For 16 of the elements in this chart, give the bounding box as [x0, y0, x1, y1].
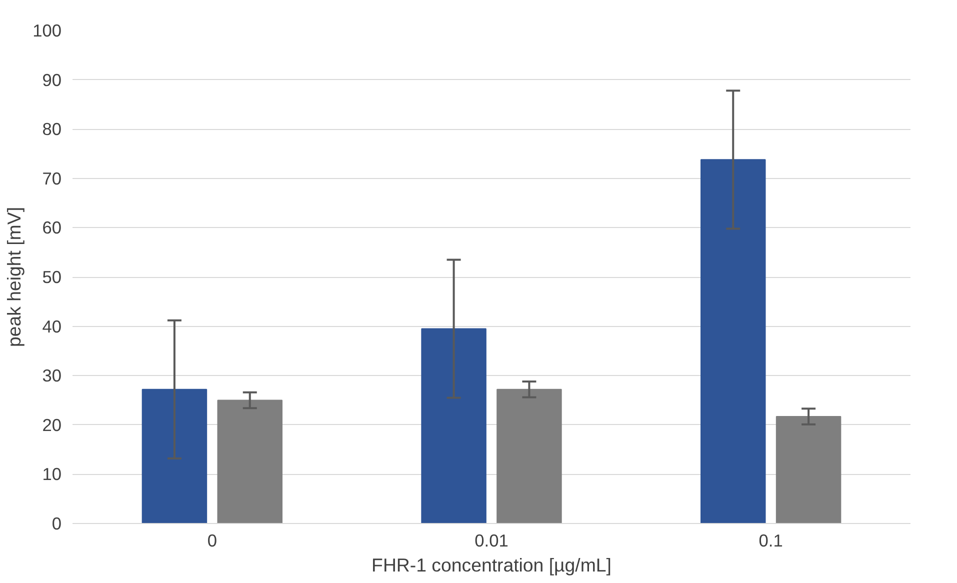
y-tick-label: 50 — [42, 267, 62, 287]
y-tick-label: 10 — [42, 464, 62, 484]
x-axis-title: FHR-1 concentration [µg/mL] — [372, 554, 612, 576]
y-tick-label: 80 — [42, 119, 62, 140]
x-tick-label: 0.1 — [758, 530, 783, 550]
y-tick-label: 0 — [52, 514, 62, 534]
x-tick-label: 0.01 — [474, 530, 508, 550]
y-axis-title: peak height [mV] — [4, 206, 25, 347]
y-tick-label: 90 — [42, 70, 62, 90]
y-tick-label: 70 — [42, 168, 62, 188]
y-tick-label: 40 — [42, 316, 62, 336]
y-tick-label: 20 — [42, 414, 62, 435]
y-tick-label: 60 — [42, 218, 62, 238]
y-tick-label: 100 — [32, 20, 62, 40]
y-tick-label: 30 — [42, 366, 62, 386]
x-tick-label: 0 — [207, 530, 217, 550]
